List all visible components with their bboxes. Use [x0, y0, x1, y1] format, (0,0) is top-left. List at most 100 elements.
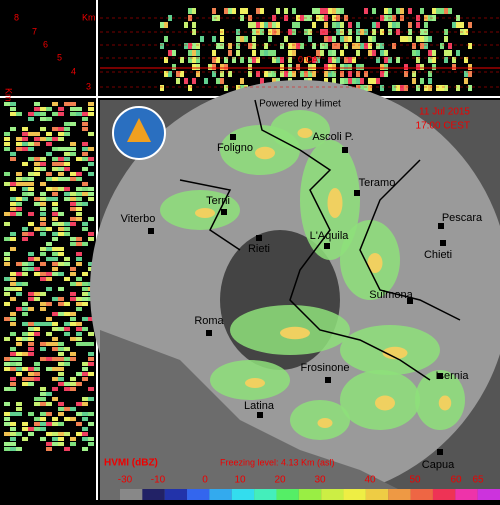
echo	[320, 50, 324, 56]
echo	[22, 377, 28, 381]
echo	[88, 132, 94, 136]
scale-swatch	[455, 489, 478, 500]
echo	[252, 29, 256, 35]
echo	[188, 57, 192, 63]
echo	[70, 122, 76, 126]
echo	[58, 297, 64, 301]
echo	[372, 78, 376, 84]
echo	[58, 252, 64, 256]
echo	[82, 342, 88, 346]
echo	[4, 402, 10, 406]
echo	[58, 172, 64, 176]
scale-label: -10	[151, 475, 166, 486]
echo	[28, 262, 34, 266]
echo	[456, 22, 460, 28]
echo	[10, 232, 16, 236]
echo	[4, 252, 10, 256]
echo	[22, 422, 28, 426]
echo	[360, 64, 364, 70]
echo	[280, 43, 284, 49]
echo	[324, 36, 328, 42]
echo	[22, 307, 28, 311]
echo	[88, 267, 94, 271]
echo	[64, 407, 70, 411]
echo	[10, 187, 16, 191]
echo	[46, 142, 52, 146]
echo	[76, 237, 82, 241]
echo	[348, 36, 352, 42]
echo	[58, 347, 64, 351]
echo	[360, 43, 364, 49]
echo	[76, 282, 82, 286]
echo	[224, 85, 228, 91]
echo	[82, 152, 88, 156]
echo	[464, 78, 468, 84]
echo	[82, 297, 88, 301]
echo	[10, 182, 16, 186]
echo	[10, 212, 16, 216]
echo	[52, 162, 58, 166]
echo	[344, 64, 348, 70]
echo	[344, 78, 348, 84]
echo	[336, 8, 340, 14]
echo	[10, 422, 16, 426]
echo	[64, 147, 70, 151]
echo	[264, 22, 268, 28]
echo	[324, 29, 328, 35]
sea	[100, 330, 420, 500]
echo	[4, 447, 10, 451]
scale-label: 40	[364, 475, 376, 486]
echo	[284, 71, 288, 77]
echo	[440, 8, 444, 14]
echo	[400, 36, 404, 42]
echo	[324, 8, 328, 14]
echo	[64, 222, 70, 226]
echo	[40, 182, 46, 186]
echo	[40, 307, 46, 311]
city-label: Terni	[206, 195, 230, 207]
echo	[52, 212, 58, 216]
echo	[368, 78, 372, 84]
scale-label: 20	[274, 475, 286, 486]
echo	[348, 29, 352, 35]
echo	[284, 36, 288, 42]
echo	[4, 362, 10, 366]
echo	[76, 372, 82, 376]
echo	[82, 142, 88, 146]
echo	[16, 282, 22, 286]
echo	[372, 50, 376, 56]
echo	[432, 64, 436, 70]
echo	[352, 43, 356, 49]
echo	[52, 257, 58, 261]
echo	[46, 152, 52, 156]
borders	[179, 99, 461, 381]
echo	[40, 437, 46, 441]
echo	[464, 57, 468, 63]
echo	[70, 267, 76, 271]
echo	[40, 127, 46, 131]
echo	[328, 71, 332, 77]
echo	[412, 43, 416, 49]
echo	[10, 247, 16, 251]
echo	[288, 29, 292, 35]
echo	[428, 78, 432, 84]
echo	[76, 322, 82, 326]
rain-core	[327, 188, 343, 218]
echo	[252, 43, 256, 49]
echo	[58, 227, 64, 231]
echo	[10, 152, 16, 156]
echo	[76, 412, 82, 416]
altitude-label: 4	[71, 66, 76, 76]
echo	[384, 15, 388, 21]
echo	[416, 50, 420, 56]
echo	[52, 267, 58, 271]
echo	[70, 242, 76, 246]
echo	[312, 43, 316, 49]
echo	[316, 57, 320, 63]
echo	[40, 212, 46, 216]
echo	[10, 272, 16, 276]
echo	[22, 352, 28, 356]
echo	[212, 71, 216, 77]
echo	[46, 272, 52, 276]
rain-core	[297, 128, 313, 138]
